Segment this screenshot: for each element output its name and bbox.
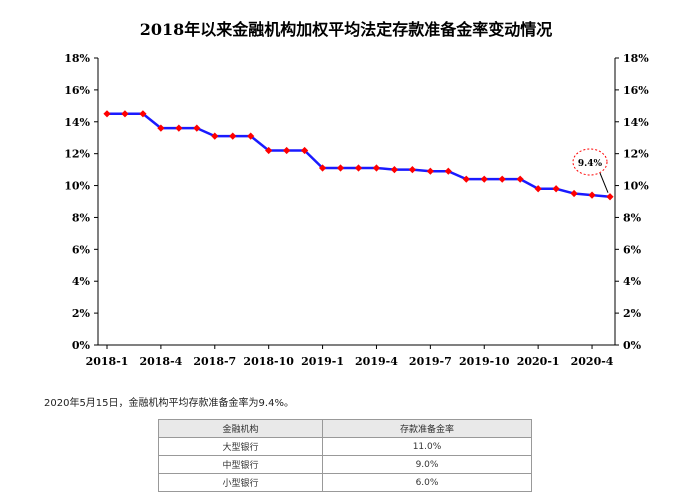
x-tick-label: 2019-1 bbox=[301, 355, 344, 368]
table-header-institution: 金融机构 bbox=[158, 419, 323, 438]
annotation: 9.4% bbox=[572, 148, 609, 193]
table-cell-institution: 中型银行 bbox=[158, 455, 323, 474]
data-point bbox=[372, 164, 381, 172]
series-line bbox=[107, 112, 611, 198]
data-point bbox=[588, 191, 596, 199]
data-point bbox=[175, 124, 183, 132]
data-point bbox=[570, 189, 578, 198]
series-markers bbox=[103, 110, 614, 201]
x-axis-ticks: 2018-1 2018-4 2018-7 2018-10 2019-1 2019-4 201… bbox=[86, 345, 614, 368]
data-point bbox=[444, 167, 452, 175]
data-point bbox=[462, 175, 470, 183]
y-tick-label: 2% bbox=[72, 307, 91, 320]
table-header-rate: 存款准备金率 bbox=[322, 419, 532, 438]
y-tick-label: 0% bbox=[72, 339, 91, 352]
data-point bbox=[498, 175, 506, 183]
table-header-row: 金融机构 存款准备金率 bbox=[158, 419, 532, 438]
x-tick-label: 2018-7 bbox=[193, 355, 236, 368]
table-cell-rate: 9.0% bbox=[322, 455, 532, 474]
series-polyline bbox=[107, 112, 611, 198]
y-tick-label: 4% bbox=[72, 275, 91, 288]
data-point bbox=[336, 164, 345, 172]
data-point bbox=[121, 110, 129, 118]
x-tick-label: 2018-1 bbox=[86, 355, 129, 368]
table-cell-institution: 小型银行 bbox=[158, 473, 323, 492]
data-point bbox=[390, 166, 399, 174]
y-tick-label: 12% bbox=[623, 148, 649, 161]
annotation-pointer bbox=[599, 172, 609, 193]
table-row: 小型银行 6.0% bbox=[158, 473, 532, 492]
data-point bbox=[426, 167, 434, 175]
y-tick-label: 16% bbox=[64, 84, 90, 97]
annotation-label: 9.4% bbox=[578, 159, 603, 169]
data-point bbox=[247, 132, 255, 140]
data-point bbox=[354, 164, 363, 172]
table-cell-institution: 大型银行 bbox=[158, 437, 323, 456]
data-point bbox=[229, 132, 237, 140]
data-point bbox=[552, 185, 560, 193]
annotation-bubble bbox=[572, 148, 608, 176]
data-point bbox=[139, 110, 147, 118]
rrr-note: 2020年5月15日，金融机构平均存款准备金率为9.4%。 bbox=[44, 398, 294, 409]
y-tick-label: 8% bbox=[72, 211, 91, 224]
y-tick-label: 18% bbox=[623, 52, 649, 65]
x-tick-label: 2018-4 bbox=[139, 355, 182, 368]
data-point bbox=[408, 166, 416, 174]
y-axis-right-ticks: 0% 2% 4% 6% 8% 10% 12% 14% 16% 18% bbox=[615, 52, 649, 352]
rrr-table: 金融机构 存款准备金率 大型银行 11.0% 中型银行 9.0% 小型银行 6.… bbox=[158, 419, 532, 492]
table-row: 大型银行 11.0% bbox=[158, 437, 532, 456]
chart-title: 2018年以来金融机构加权平均法定存款准备金率变动情况 bbox=[139, 20, 553, 39]
x-tick-label: 2019-4 bbox=[355, 355, 398, 368]
y-tick-label: 16% bbox=[623, 84, 649, 97]
table-row: 中型银行 9.0% bbox=[158, 455, 532, 474]
data-point bbox=[480, 175, 488, 183]
x-tick-label: 2020-4 bbox=[571, 355, 614, 368]
data-point bbox=[103, 110, 111, 118]
y-tick-label: 18% bbox=[64, 52, 90, 65]
table-cell-rate: 11.0% bbox=[322, 437, 532, 456]
data-point bbox=[157, 124, 165, 132]
chart-axes bbox=[97, 58, 616, 346]
line-chart: 0% 2% 4% 6% 8% 10% 12% 14% 16% 18% 0% 2% 4% 6% 8% 10% 1… bbox=[64, 52, 649, 368]
x-tick-label: 2020-1 bbox=[517, 355, 560, 368]
table-cell-rate: 6.0% bbox=[322, 473, 532, 492]
y-tick-label: 4% bbox=[623, 275, 642, 288]
y-tick-label: 6% bbox=[623, 243, 642, 256]
y-tick-label: 0% bbox=[623, 339, 642, 352]
data-point bbox=[516, 175, 524, 183]
data-point bbox=[318, 164, 327, 172]
y-tick-label: 12% bbox=[64, 148, 90, 161]
x-tick-label: 2018-10 bbox=[243, 355, 294, 368]
y-tick-label: 6% bbox=[72, 243, 91, 256]
data-point bbox=[301, 146, 309, 155]
data-point bbox=[606, 193, 614, 201]
y-tick-label: 10% bbox=[623, 180, 649, 193]
data-point bbox=[283, 146, 291, 155]
data-point bbox=[211, 132, 219, 140]
y-tick-label: 8% bbox=[623, 211, 642, 224]
x-tick-label: 2019-7 bbox=[409, 355, 452, 368]
y-axis-left-ticks: 0% 2% 4% 6% 8% 10% 12% 14% 16% 18% bbox=[64, 52, 98, 352]
data-point bbox=[265, 146, 273, 155]
x-tick-label: 2019-10 bbox=[459, 355, 510, 368]
data-point bbox=[193, 124, 201, 132]
y-tick-label: 10% bbox=[64, 180, 90, 193]
data-point bbox=[534, 185, 542, 193]
y-tick-label: 2% bbox=[623, 307, 642, 320]
y-tick-label: 14% bbox=[623, 116, 649, 129]
y-tick-label: 14% bbox=[64, 116, 90, 129]
